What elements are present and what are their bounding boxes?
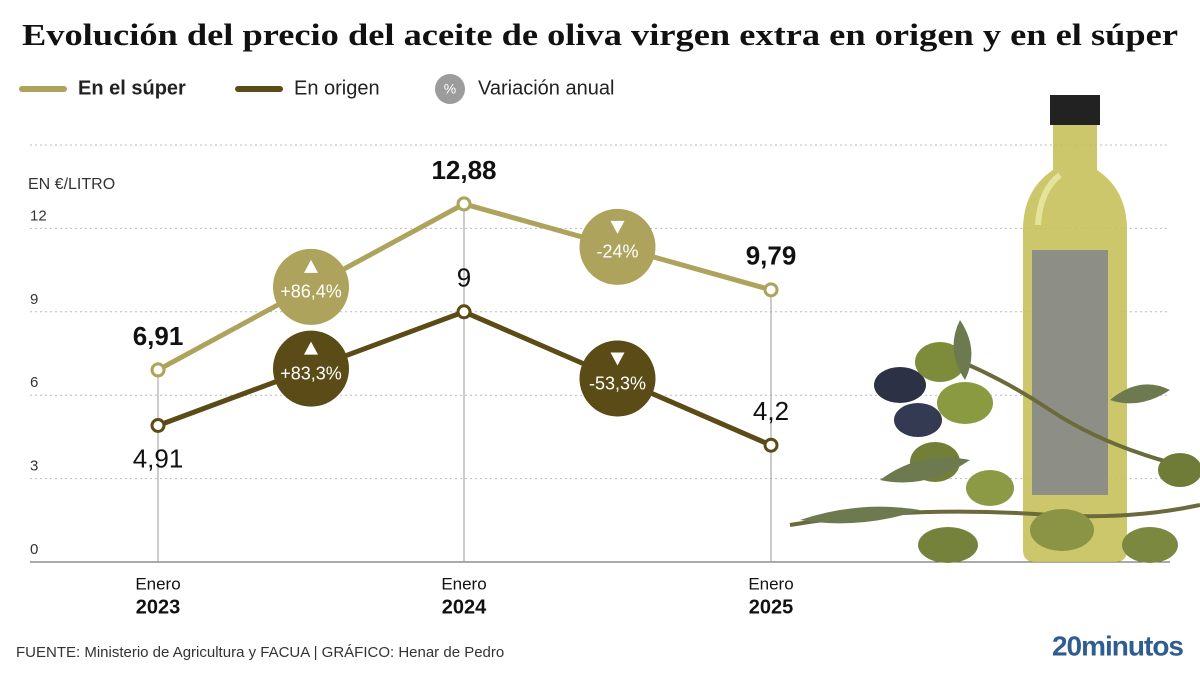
y-tick-label: 0 bbox=[30, 541, 38, 558]
x-tick-label-year: 2024 bbox=[442, 596, 487, 618]
data-label: 4,91 bbox=[133, 443, 184, 473]
x-tick-label: Enero bbox=[135, 574, 180, 593]
legend-label: En origen bbox=[294, 77, 380, 99]
change-arrow bbox=[304, 341, 318, 355]
data-point bbox=[763, 437, 779, 453]
x-tick-label-year: 2023 bbox=[136, 596, 181, 618]
data-point bbox=[150, 362, 166, 378]
data-point bbox=[456, 196, 472, 212]
data-label: 4,2 bbox=[753, 396, 789, 426]
change-label: -24% bbox=[596, 242, 638, 262]
chart-title: Evolución del precio del aceite de oliva… bbox=[22, 17, 1178, 52]
brand: 20minutos bbox=[1052, 630, 1183, 661]
y-tick-label: 3 bbox=[30, 458, 38, 475]
data-label: 12,88 bbox=[431, 155, 496, 185]
change-bubble bbox=[273, 248, 349, 325]
change-arrow bbox=[610, 352, 625, 366]
x-tick-label-year: 2025 bbox=[749, 596, 794, 618]
change-arrow bbox=[304, 259, 318, 273]
data-label: 6,91 bbox=[133, 321, 184, 351]
source: FUENTE: Ministerio de Agricultura y FACU… bbox=[16, 644, 504, 661]
change-bubble bbox=[579, 340, 656, 417]
change-arrow bbox=[610, 220, 625, 234]
y-tick-label: 12 bbox=[30, 207, 47, 224]
data-point bbox=[150, 418, 166, 434]
change-label: +86,4% bbox=[280, 282, 342, 302]
y-axis-label: EN €/LITRO bbox=[28, 176, 115, 193]
data-point bbox=[456, 304, 472, 320]
illustration bbox=[789, 95, 1200, 563]
change-label: +83,3% bbox=[280, 363, 342, 383]
change-bubble bbox=[273, 330, 349, 407]
legend-label: Variación anual bbox=[478, 77, 614, 99]
y-tick-label: 9 bbox=[30, 291, 38, 308]
data-label: 9,79 bbox=[746, 241, 797, 271]
legend-label: En el súper bbox=[78, 77, 186, 99]
x-tick-label: Enero bbox=[748, 574, 793, 593]
legend-change-icon bbox=[435, 74, 465, 104]
y-tick-label: 6 bbox=[30, 374, 38, 391]
change-bubble bbox=[579, 208, 656, 285]
change-label: -53,3% bbox=[589, 373, 646, 393]
legend-change-symbol: % bbox=[444, 81, 456, 97]
data-point bbox=[763, 282, 779, 298]
data-label: 9 bbox=[457, 263, 471, 293]
x-tick-label: Enero bbox=[441, 574, 486, 593]
